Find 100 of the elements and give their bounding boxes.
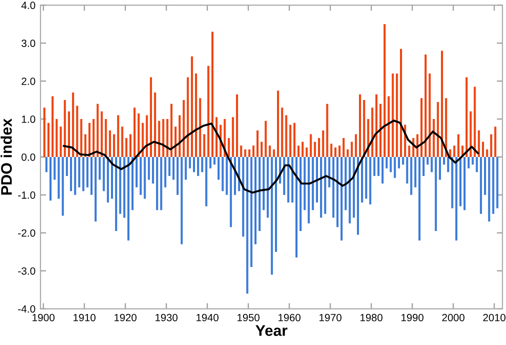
x-axis-title: Year [256,325,288,336]
bar [266,156,269,218]
bar [195,73,198,157]
bar [496,156,498,208]
x-tick-label: 1930 [156,314,178,322]
bar [402,156,404,165]
bar [131,156,134,210]
bar [72,92,74,157]
bar [121,126,124,157]
bar [316,156,318,203]
x-tick-label: 1910 [74,314,96,322]
bar [451,156,454,208]
bar [164,156,166,188]
bar [472,156,474,165]
bar [162,119,164,157]
bar [203,134,206,157]
bar [232,117,234,157]
bar [236,94,238,157]
bar [108,130,111,157]
bar [324,156,326,214]
bar [104,119,107,157]
bar [254,156,257,244]
y-tick-label: 0.0 [22,153,36,161]
bar [117,115,120,157]
x-tick-label: 1950 [238,314,260,322]
bar [56,119,58,157]
bar [166,119,168,157]
bar [322,130,324,157]
bar [344,156,347,210]
bar [287,156,290,203]
bar [410,156,412,195]
bar [58,156,60,199]
bar [486,149,488,157]
bar [348,156,351,224]
bar [74,156,76,195]
bar [455,156,458,240]
bar [379,104,382,157]
bar [302,142,304,157]
bar [482,142,484,157]
bar [244,149,246,157]
bar [484,156,486,195]
bar [354,134,357,157]
bar [213,156,216,165]
bar [295,156,298,258]
bar [300,156,302,231]
bar [459,156,462,206]
bar [192,156,196,172]
bar [140,156,142,195]
y-tick-label: 3.0 [22,40,36,47]
bar [160,156,162,210]
bar [334,147,336,157]
bar [464,156,466,210]
y-tick-label: 1.0 [22,116,36,123]
bar [270,156,273,275]
x-tick-label: 1920 [114,314,137,322]
bar [434,156,437,231]
bar [207,66,210,157]
bar [268,146,271,157]
bar [426,156,429,165]
bar [400,48,402,157]
bar [94,156,97,222]
bar [430,156,433,172]
bar [92,119,95,157]
bar [150,77,152,157]
bar [246,156,248,294]
bar [308,156,310,224]
bar [96,104,99,157]
bar [100,111,103,157]
bar [218,156,220,180]
bar [62,156,64,216]
bar [82,156,84,192]
bar [272,149,275,157]
bar [424,54,427,157]
bar [148,156,150,180]
x-tick-label: 1940 [196,314,218,322]
y-tick-label: 2.0 [22,78,36,85]
y-tick-label: -4.0 [18,305,36,313]
bar [478,130,480,157]
bar [338,146,341,157]
bar [384,24,386,157]
bar [76,106,78,157]
bar [136,156,138,188]
bar [78,156,80,188]
bar [291,156,294,203]
bar [228,138,230,157]
bar [129,134,132,157]
bar [480,156,482,214]
bar [328,156,330,188]
bar [298,146,300,157]
bar [436,102,439,157]
bar [123,156,126,218]
bar [304,156,306,210]
bar [414,156,416,188]
bar [68,111,70,157]
bar [264,120,267,157]
bar [252,146,254,157]
bar [470,111,472,157]
bar [45,156,48,172]
bar [125,138,128,157]
bar [432,119,435,157]
